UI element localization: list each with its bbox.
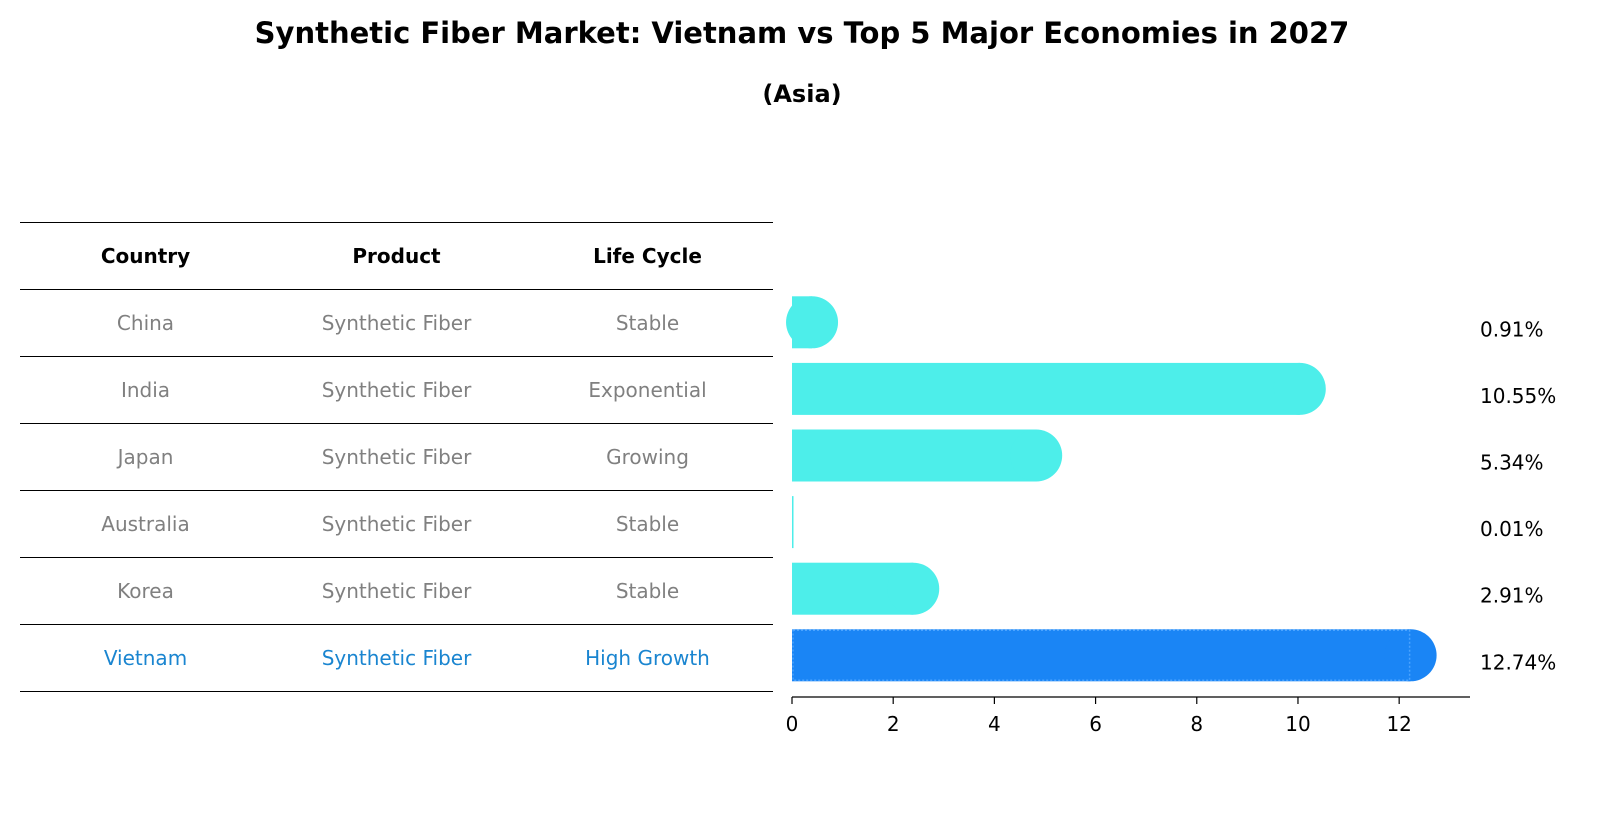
cell-product: Synthetic Fiber (321, 512, 472, 536)
value-label: 12.74% (1480, 650, 1556, 674)
cell-product: Synthetic Fiber (321, 579, 472, 603)
bar-vietnam (792, 629, 1411, 682)
header-country: Country (100, 244, 191, 268)
table-row-highlight: Vietnam Synthetic Fiber High Growth (20, 624, 773, 692)
table-row: India Synthetic Fiber Exponential (20, 356, 773, 423)
cell-country: Japan (117, 445, 174, 469)
x-tick-label: 6 (1089, 712, 1102, 736)
bar-cap-china (786, 296, 839, 349)
bar-australia (792, 496, 794, 549)
table-row: Japan Synthetic Fiber Growing (20, 423, 773, 490)
cell-country: Vietnam (103, 646, 188, 670)
bar-highlight-outline (792, 629, 1411, 682)
table-row: Australia Synthetic Fiber Stable (20, 490, 773, 557)
header-product: Product (352, 244, 441, 268)
x-tick-label: 0 (786, 712, 799, 736)
value-label: 5.34% (1480, 451, 1544, 475)
cell-life-cycle: Growing (606, 445, 689, 469)
chart-title: Synthetic Fiber Market: Vietnam vs Top 5… (254, 16, 1350, 50)
cell-life-cycle: Stable (615, 311, 680, 335)
cell-product: Synthetic Fiber (321, 311, 472, 335)
x-tick-label: 2 (887, 712, 900, 736)
x-tick-label: 10 (1285, 712, 1310, 736)
bar-cap-india (1273, 362, 1326, 415)
x-tick-label: 8 (1190, 712, 1203, 736)
value-label: 2.91% (1480, 584, 1544, 608)
bar-india (792, 362, 1300, 415)
value-label: 10.55% (1480, 384, 1556, 408)
cell-product: Synthetic Fiber (321, 445, 472, 469)
cell-life-cycle: High Growth (585, 646, 710, 670)
bar-cap-japan (1010, 429, 1063, 482)
header-life-cycle: Life Cycle (593, 244, 702, 268)
value-label: 0.01% (1480, 517, 1544, 541)
x-tick-label: 12 (1386, 712, 1411, 736)
cell-product: Synthetic Fiber (321, 378, 472, 402)
bar-cap-vietnam (1384, 629, 1437, 682)
cell-product: Synthetic Fiber (321, 646, 472, 670)
table-row: Korea Synthetic Fiber Stable (20, 557, 773, 624)
bar-japan (792, 429, 1037, 482)
chart-subtitle: (Asia) (762, 80, 842, 108)
cell-life-cycle: Exponential (588, 378, 707, 402)
cell-country: China (116, 311, 175, 335)
cell-life-cycle: Stable (615, 512, 680, 536)
table-header-row: Country Product Life Cycle (20, 222, 773, 289)
cell-country: India (120, 378, 171, 402)
cell-life-cycle: Stable (615, 579, 680, 603)
cell-country: Australia (101, 512, 190, 536)
table-row: China Synthetic Fiber Stable (20, 289, 773, 356)
x-tick-label: 4 (988, 712, 1001, 736)
value-label: 0.91% (1480, 317, 1544, 341)
bar-cap-korea (887, 562, 940, 615)
cell-country: Korea (117, 579, 174, 603)
data-table: Country Product Life Cycle China Synthet… (20, 222, 773, 692)
